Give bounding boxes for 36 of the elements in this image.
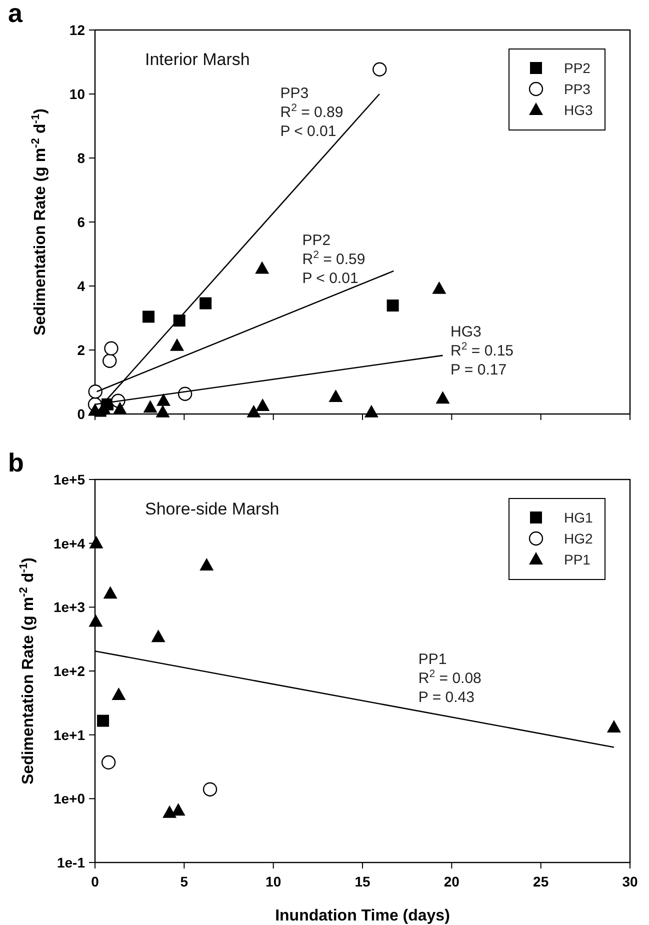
- legend-label: PP3: [564, 81, 591, 97]
- text: Shore-side Marsh: [145, 500, 280, 518]
- x-tick-label: 0: [91, 874, 100, 890]
- x-axis-title: Inundation Time (days): [275, 908, 450, 924]
- y-tick-label: 12: [69, 22, 86, 38]
- y-tick-label: 1e+4: [53, 535, 86, 552]
- legend-label: PP1: [564, 552, 591, 568]
- y-tick-label: 4: [77, 278, 86, 294]
- y-tick-label: 1e+2: [53, 663, 86, 679]
- y-tick-label: 0: [77, 406, 86, 422]
- x-tick-label: 5: [180, 874, 188, 890]
- text: Interior Marsh: [145, 50, 250, 69]
- x-tick-label: 25: [533, 874, 549, 890]
- annotation: PP1 R$^{2}$ = 0.08 P = 0.43: [418, 651, 482, 706]
- chart-title: a: [8, 0, 23, 28]
- y-tick-label: 10: [69, 86, 86, 102]
- x-tick-label: 30: [622, 874, 638, 890]
- x-tick-label: 20: [444, 874, 460, 890]
- annotation: PP2 R$^{2}$ = 0.59 P < 0.01: [302, 232, 366, 287]
- y-tick-label: 1e+1: [53, 726, 86, 743]
- y-tick-label: 1e+5: [53, 472, 86, 488]
- y-tick-label: 8: [77, 150, 86, 166]
- annotation: PP3 R$^{2}$ = 0.89 P < 0.01: [280, 85, 344, 140]
- y-tick-label: 2: [77, 342, 86, 358]
- legend-label: HG1: [564, 510, 593, 526]
- legend-label: PP2: [564, 60, 591, 76]
- legend-label: HG2: [564, 530, 593, 546]
- x-tick-label: 10: [266, 874, 282, 890]
- chart-title: b: [8, 448, 24, 478]
- legend-label: HG3: [564, 102, 593, 118]
- annotation: HG3 R$^{2}$ = 0.15 P = 0.17: [450, 323, 514, 378]
- y-tick-label: 1e+0: [53, 790, 86, 807]
- x-tick-label: 15: [354, 874, 370, 890]
- y-tick-label: 1e-1: [56, 854, 86, 870]
- y-tick-label: 6: [77, 214, 86, 230]
- y-tick-label: 1e+3: [53, 599, 86, 616]
